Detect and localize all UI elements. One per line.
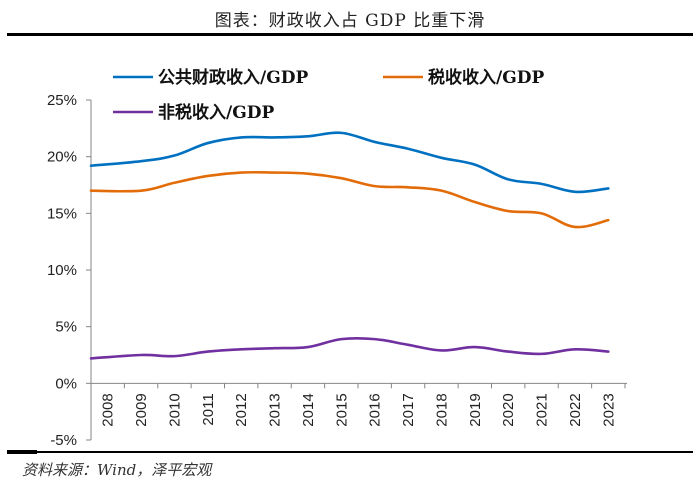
series-line-2 <box>89 336 610 360</box>
x-tick-label: 2018 <box>433 393 450 426</box>
x-tick-label: 2017 <box>400 393 417 426</box>
x-tick-label: 2023 <box>600 393 617 426</box>
y-tick-label: 15% <box>47 205 77 222</box>
x-tick-label: 2013 <box>267 393 284 426</box>
y-tick-label: 25% <box>47 92 77 109</box>
y-tick-label: 0% <box>55 375 77 392</box>
x-tick-label: 2021 <box>534 393 551 426</box>
x-tick-label: 2020 <box>500 393 517 426</box>
y-tick-label: 5% <box>55 319 77 336</box>
legend-label-1: 税收收入/GDP <box>428 67 544 88</box>
legend-label-2: 非税收入/GDP <box>158 102 274 123</box>
legend: 公共财政收入/GDP 税收收入/GDP 非税收入/GDP <box>113 67 544 123</box>
bottom-rule-accent <box>7 450 37 454</box>
chart-title: 图表：财政收入占 GDP 比重下滑 <box>214 11 486 31</box>
axes: -5% 0% 5% 10% 15% 20% 25% 2008 2009 2010 2011 2012 2… <box>47 92 627 449</box>
x-tick-label: 2008 <box>100 393 117 426</box>
y-tick-label: -5% <box>50 432 77 449</box>
x-tick-label: 2022 <box>567 393 584 426</box>
x-tick-label: 2015 <box>333 393 350 426</box>
legend-label-0: 公共财政收入/GDP <box>158 67 308 88</box>
x-tick-label: 2009 <box>133 393 150 426</box>
x-tick-label: 2016 <box>367 393 384 426</box>
y-tick-label: 20% <box>47 149 77 166</box>
x-tick-label: 2011 <box>200 393 217 425</box>
top-rule <box>7 33 693 36</box>
x-tick-label: 2010 <box>166 393 183 426</box>
x-tick-label: 2012 <box>233 393 250 426</box>
source-note: 资料来源：Wind，泽平宏观 <box>22 461 212 479</box>
series-line-0 <box>89 131 610 194</box>
x-tick-label: 2014 <box>300 393 317 426</box>
y-tick-label: 10% <box>47 262 77 279</box>
series-line-1 <box>89 170 610 229</box>
bottom-rule <box>7 451 693 453</box>
x-tick-label: 2019 <box>467 393 484 426</box>
series-lines <box>89 131 610 360</box>
